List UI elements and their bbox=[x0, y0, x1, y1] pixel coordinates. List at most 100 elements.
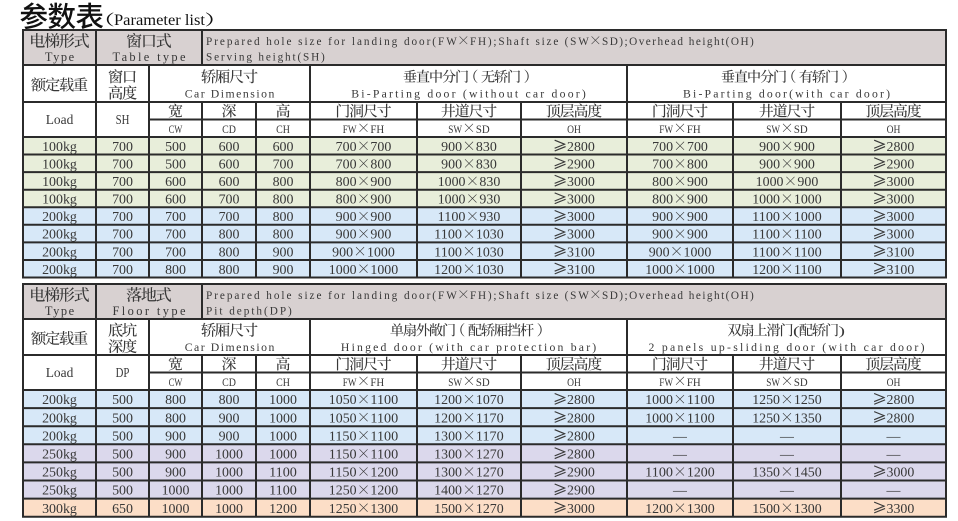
svg-text:SD: SD bbox=[794, 376, 808, 389]
svg-text:1030: 1030 bbox=[476, 228, 504, 243]
svg-text:1450: 1450 bbox=[794, 466, 822, 481]
svg-text:1000: 1000 bbox=[645, 263, 673, 278]
svg-text:800: 800 bbox=[219, 393, 240, 408]
svg-text:1000: 1000 bbox=[329, 263, 357, 278]
svg-text:1100: 1100 bbox=[645, 466, 673, 481]
svg-text:1000: 1000 bbox=[215, 484, 243, 499]
svg-text:FH: FH bbox=[370, 123, 384, 136]
svg-text:2800: 2800 bbox=[887, 393, 915, 408]
svg-text:1100: 1100 bbox=[794, 245, 822, 260]
svg-text:CD: CD bbox=[222, 123, 236, 136]
svg-text:3100: 3100 bbox=[887, 245, 915, 260]
svg-text:1100: 1100 bbox=[687, 411, 715, 426]
svg-text:2800: 2800 bbox=[887, 411, 915, 426]
svg-text:800: 800 bbox=[273, 193, 294, 208]
svg-text:OH: OH bbox=[887, 123, 901, 136]
svg-text:900: 900 bbox=[273, 245, 294, 260]
svg-text:900: 900 bbox=[219, 429, 240, 444]
svg-text:1000: 1000 bbox=[438, 193, 466, 208]
svg-text:1250: 1250 bbox=[752, 393, 780, 408]
svg-text:200kg: 200kg bbox=[42, 210, 77, 225]
svg-text:1200: 1200 bbox=[434, 411, 462, 426]
svg-text:3100: 3100 bbox=[887, 263, 915, 278]
svg-text:500: 500 bbox=[165, 158, 186, 173]
svg-text:1400: 1400 bbox=[434, 484, 462, 499]
svg-text:—: — bbox=[886, 448, 901, 463]
svg-text:830: 830 bbox=[476, 158, 497, 173]
svg-text:): ) bbox=[839, 323, 846, 338]
svg-text:250kg: 250kg bbox=[42, 448, 77, 463]
svg-text:900: 900 bbox=[687, 175, 708, 190]
svg-text:250kg: 250kg bbox=[42, 466, 77, 481]
svg-text:1200: 1200 bbox=[687, 466, 715, 481]
svg-text:900: 900 bbox=[370, 228, 391, 243]
svg-text:700: 700 bbox=[112, 263, 133, 278]
svg-text:3000: 3000 bbox=[887, 228, 915, 243]
svg-text:SD: SD bbox=[476, 123, 490, 136]
svg-text:700: 700 bbox=[112, 175, 133, 190]
svg-text:200kg: 200kg bbox=[42, 411, 77, 426]
svg-text:Bi-Parting door(with car door): Bi-Parting door(with car door) bbox=[683, 88, 890, 101]
svg-text:Parameter list: Parameter list bbox=[114, 12, 206, 29]
svg-text:3000: 3000 bbox=[567, 502, 595, 517]
svg-text:700: 700 bbox=[370, 140, 391, 155]
svg-text:3000: 3000 bbox=[887, 210, 915, 225]
svg-text:1100: 1100 bbox=[269, 484, 297, 499]
svg-text:—: — bbox=[672, 429, 687, 444]
svg-text:800: 800 bbox=[336, 175, 357, 190]
svg-text:500: 500 bbox=[112, 429, 133, 444]
svg-text:250kg: 250kg bbox=[42, 484, 77, 499]
svg-text:1100: 1100 bbox=[794, 263, 822, 278]
svg-text:1030: 1030 bbox=[476, 245, 504, 260]
svg-text:100kg: 100kg bbox=[42, 193, 77, 208]
svg-text:700: 700 bbox=[336, 158, 357, 173]
svg-text:2800: 2800 bbox=[567, 448, 595, 463]
svg-text:2900: 2900 bbox=[567, 484, 595, 499]
svg-text:CW: CW bbox=[169, 123, 183, 136]
svg-text:800: 800 bbox=[370, 158, 391, 173]
svg-text:1000: 1000 bbox=[269, 393, 297, 408]
svg-text:900: 900 bbox=[332, 245, 353, 260]
svg-text:SD: SD bbox=[476, 376, 490, 389]
svg-text:1100: 1100 bbox=[269, 466, 297, 481]
svg-text:1270: 1270 bbox=[476, 484, 504, 499]
svg-text:200kg: 200kg bbox=[42, 429, 77, 444]
svg-text:3300: 3300 bbox=[887, 502, 915, 517]
svg-text:1070: 1070 bbox=[476, 393, 504, 408]
svg-text:1250: 1250 bbox=[752, 411, 780, 426]
svg-text:700: 700 bbox=[112, 210, 133, 225]
svg-text:800: 800 bbox=[165, 393, 186, 408]
svg-text:700: 700 bbox=[336, 140, 357, 155]
svg-text:600: 600 bbox=[165, 175, 186, 190]
svg-text:3000: 3000 bbox=[567, 193, 595, 208]
svg-text:Bi-Parting door (without car d: Bi-Parting door (without car door) bbox=[351, 88, 586, 101]
svg-text:800: 800 bbox=[219, 228, 240, 243]
svg-text:650: 650 bbox=[112, 502, 133, 517]
svg-text:900: 900 bbox=[652, 210, 673, 225]
svg-text:900: 900 bbox=[797, 175, 818, 190]
svg-text:700: 700 bbox=[112, 245, 133, 260]
svg-text:500: 500 bbox=[112, 411, 133, 426]
svg-text:900: 900 bbox=[441, 140, 462, 155]
svg-text:700: 700 bbox=[165, 245, 186, 260]
svg-text:900: 900 bbox=[273, 263, 294, 278]
svg-text:1300: 1300 bbox=[794, 502, 822, 517]
svg-text:OH: OH bbox=[567, 376, 581, 389]
svg-text:1000: 1000 bbox=[438, 175, 466, 190]
svg-text:1000: 1000 bbox=[687, 263, 715, 278]
svg-text:1000: 1000 bbox=[162, 484, 190, 499]
svg-text:1300: 1300 bbox=[434, 429, 462, 444]
svg-text:FH: FH bbox=[687, 123, 701, 136]
svg-text:1250: 1250 bbox=[329, 484, 357, 499]
svg-text:1100: 1100 bbox=[752, 210, 780, 225]
svg-text:2800: 2800 bbox=[567, 140, 595, 155]
svg-text:800: 800 bbox=[219, 245, 240, 260]
svg-text:FH: FH bbox=[687, 376, 701, 389]
svg-text:600: 600 bbox=[273, 140, 294, 155]
svg-text:500: 500 bbox=[112, 466, 133, 481]
svg-text:500: 500 bbox=[112, 484, 133, 499]
svg-text:DP: DP bbox=[116, 365, 130, 380]
svg-text:Table type: Table type bbox=[113, 50, 186, 64]
svg-text:1350: 1350 bbox=[794, 411, 822, 426]
svg-text:1100: 1100 bbox=[370, 429, 398, 444]
